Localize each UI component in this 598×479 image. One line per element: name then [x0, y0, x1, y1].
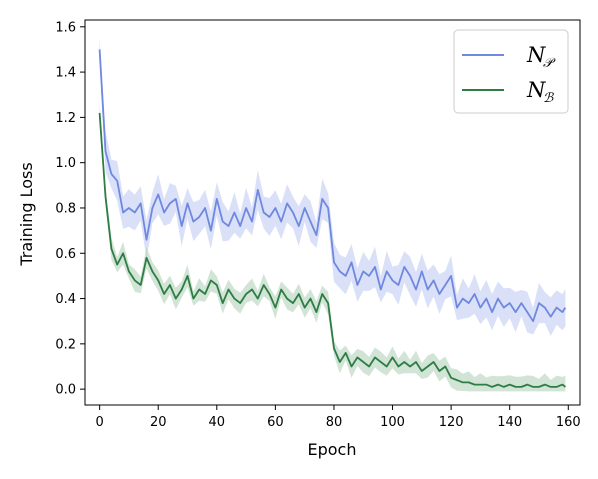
y-tick-label: 1.2	[55, 111, 76, 126]
series-line-1	[98, 49, 567, 323]
plot-frame	[84, 19, 581, 406]
x-axis-label: Epoch	[308, 440, 357, 459]
y-tick-label: 1.0	[55, 156, 76, 171]
legend-label-1: N	[526, 43, 546, 67]
x-tick-label: 20	[150, 415, 167, 430]
x-tick-label: 120	[439, 415, 464, 430]
series-lines	[98, 49, 567, 388]
y-tick-label: 0.8	[55, 201, 76, 216]
x-tick-label: 80	[326, 415, 343, 430]
legend-label-2: N	[526, 78, 546, 102]
legend-label-subscript-2: ℬ	[543, 91, 554, 106]
x-tick-label: 160	[556, 415, 581, 430]
x-axis-ticks: 0 20 40 60 80 100 120 140 160	[96, 405, 581, 430]
x-tick-label: 0	[96, 415, 104, 430]
x-tick-label: 40	[209, 415, 226, 430]
y-tick-label: 1.4	[55, 66, 76, 81]
x-tick-label: 100	[380, 415, 405, 430]
series-band-1	[99, 37, 566, 336]
y-axis-label: Training Loss	[17, 162, 36, 266]
y-tick-label: 0.4	[55, 292, 76, 307]
x-tick-label: 60	[267, 415, 284, 430]
x-tick-label: 140	[497, 415, 522, 430]
legend-box	[453, 29, 569, 114]
y-tick-label: 0.6	[55, 247, 76, 262]
series-line-2	[98, 112, 566, 388]
y-tick-label: 0.0	[55, 383, 76, 398]
y-tick-label: 0.2	[55, 337, 76, 352]
y-tick-label: 1.6	[55, 20, 76, 35]
y-axis-ticks: 0.0 0.2 0.4 0.6 0.8 1.0 1.2 1.4 1.6	[55, 20, 85, 398]
